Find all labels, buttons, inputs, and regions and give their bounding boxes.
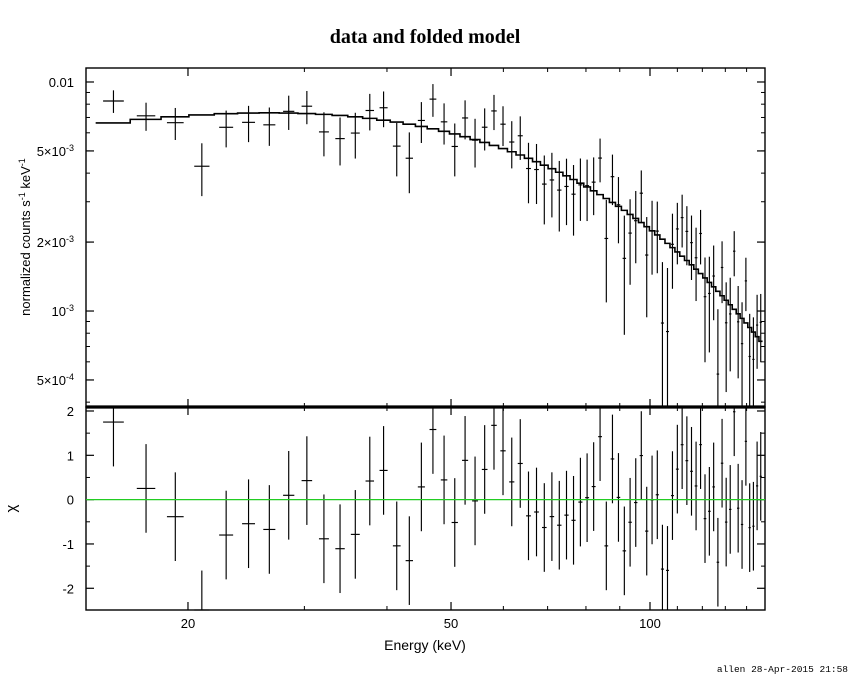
svg-text:-2: -2 [62, 581, 74, 596]
svg-text:Energy (keV): Energy (keV) [384, 637, 466, 653]
svg-text:1: 1 [67, 448, 74, 463]
svg-text:χ: χ [3, 505, 20, 513]
svg-text:allen 28-Apr-2015 21:58: allen 28-Apr-2015 21:58 [717, 664, 848, 675]
svg-text:100: 100 [639, 616, 661, 631]
svg-text:0: 0 [67, 493, 74, 508]
svg-text:20: 20 [181, 616, 195, 631]
svg-text:-1: -1 [62, 537, 74, 552]
svg-text:2: 2 [67, 404, 74, 419]
svg-text:0.01: 0.01 [49, 75, 74, 90]
svg-text:data and folded model: data and folded model [330, 26, 521, 48]
svg-text:50: 50 [444, 616, 458, 631]
svg-text:normalized counts s-1 keV-1: normalized counts s-1 keV-1 [17, 158, 33, 316]
